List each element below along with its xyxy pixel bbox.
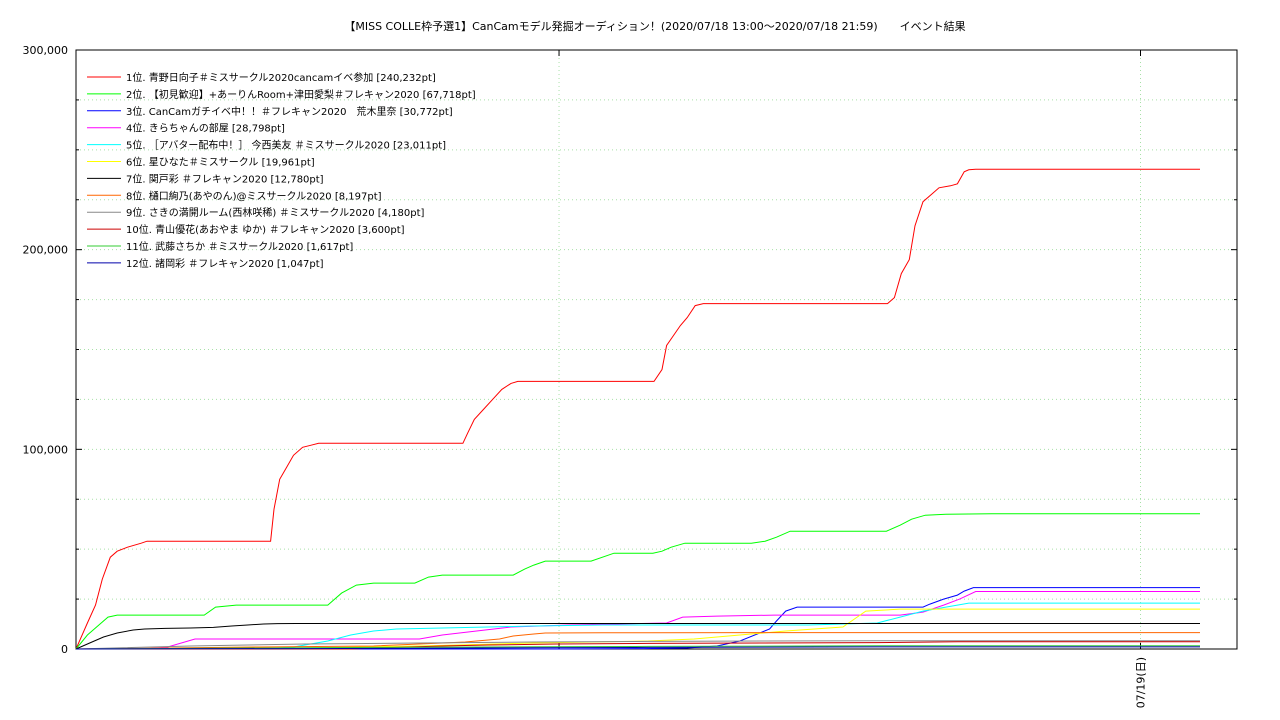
y-tick-label: 0 — [61, 643, 68, 656]
axes: 0 100,000 200,000 300,000 07/19(日) — [23, 44, 1238, 708]
legend-entry-7: 7位. 関戸彩 ＃フレキャン2020 [12,780pt] — [126, 172, 324, 185]
series-line-7 — [75, 623, 1200, 650]
series-lines — [75, 168, 1200, 650]
legend-entry-1: 1位. 青野日向子＃ミスサークル2020cancamイベ参加 [240,232p… — [126, 71, 436, 84]
legend-entry-12: 12位. 諸岡彩 ＃フレキャン2020 [1,047pt] — [126, 257, 324, 270]
y-tick-label: 200,000 — [23, 244, 69, 257]
x-tick-label: 07/19(日) — [1135, 657, 1148, 708]
legend-entry-11: 11位. 武藤さちか ＃ミスサークル2020 [1,617pt] — [126, 240, 353, 253]
legend-entry-10: 10位. 青山優花(あおやま ゆか) ＃フレキャン2020 [3,600pt] — [126, 223, 405, 236]
series-line-12 — [75, 646, 1200, 650]
chart-title: 【MISS COLLE枠予選1】CanCamモデル発掘オーディション！(2020… — [344, 19, 965, 33]
legend-entry-6: 6位. 星ひなた＃ミスサークル [19,961pt] — [126, 156, 315, 169]
series-line-6 — [75, 608, 1200, 650]
legend-entry-9: 9位. さきの満開ルーム(西林咲稀) ＃ミスサークル2020 [4,180pt] — [126, 206, 425, 219]
legend-entry-5: 5位. ［アバター配布中！］ 今西美友 ＃ミスサークル2020 [23,011p… — [126, 139, 446, 152]
series-line-3 — [76, 587, 1200, 650]
series-line-8 — [75, 632, 1200, 650]
legend-entry-8: 8位. 樋口絢乃(あやのん)@ミスサークル2020 [8,197pt] — [126, 189, 382, 202]
series-line-5 — [76, 602, 1200, 650]
legend-entry-2: 2位. 【初見歓迎】+あーりんRoom+津田愛梨＃フレキャン2020 [67,7… — [126, 88, 476, 101]
y-tick-label: 300,000 — [23, 44, 69, 57]
series-line-2 — [75, 513, 1200, 650]
series-line-1 — [75, 168, 1200, 650]
series-line-11 — [75, 645, 1200, 650]
series-line-9 — [75, 640, 1200, 650]
legend-entry-4: 4位. きらちゃんの部屋 [28,798pt] — [126, 122, 285, 135]
legend: 1位. 青野日向子＃ミスサークル2020cancamイベ参加 [240,232p… — [87, 71, 476, 270]
y-tick-label: 100,000 — [23, 443, 69, 456]
legend-entry-3: 3位. CanCamガチイベ中！！＃フレキャン2020 荒木里奈 [30,772… — [126, 105, 453, 118]
grid — [76, 50, 1237, 649]
